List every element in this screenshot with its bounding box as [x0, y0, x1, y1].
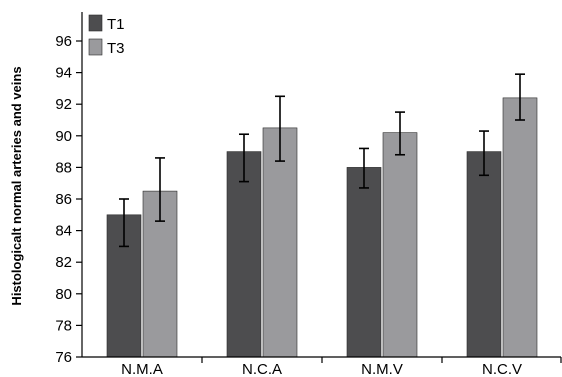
error-bars-group — [119, 73, 525, 248]
x-tick-label: N.M.V — [361, 361, 403, 377]
bar-t3-nca — [262, 127, 298, 358]
y-axis-label-group: Histologicalt normal arteries and veins — [9, 66, 24, 305]
y-tick-label: 92 — [55, 96, 72, 113]
x-tick-label: N.M.A — [121, 361, 163, 377]
y-tick-label: 90 — [55, 128, 72, 145]
y-tick-label: 84 — [55, 223, 72, 240]
bar-t1-ncv — [466, 151, 502, 358]
y-tick-label: 88 — [55, 159, 72, 176]
legend-label-t3: T3 — [107, 40, 125, 57]
bar-t3-nmv — [382, 132, 418, 358]
axes-group — [81, 12, 561, 358]
x-tick-label: N.C.V — [482, 361, 522, 377]
x-tick-label: N.C.A — [242, 361, 282, 377]
x-ticks-group: N.M.A N.C.A N.M.V N.C.V — [121, 357, 562, 377]
y-ticks-group: 76 78 80 82 84 86 88 90 92 94 96 — [55, 33, 82, 366]
y-tick-label: 86 — [55, 191, 72, 208]
y-tick-label: 76 — [55, 349, 72, 366]
y-tick-label: 96 — [55, 33, 72, 50]
legend-swatch-t1 — [88, 14, 103, 32]
y-tick-label: 82 — [55, 254, 72, 271]
y-tick-label: 80 — [55, 286, 72, 303]
bar-t1-nmv — [346, 167, 382, 358]
legend-swatch-t3 — [88, 38, 103, 56]
legend-label-t1: T1 — [107, 16, 125, 33]
y-axis-label: Histologicalt normal arteries and veins — [9, 66, 24, 305]
bars-group — [106, 97, 538, 358]
bar-t3-ncv — [502, 97, 538, 358]
y-tick-label: 78 — [55, 317, 72, 334]
y-tick-label: 94 — [55, 65, 72, 82]
